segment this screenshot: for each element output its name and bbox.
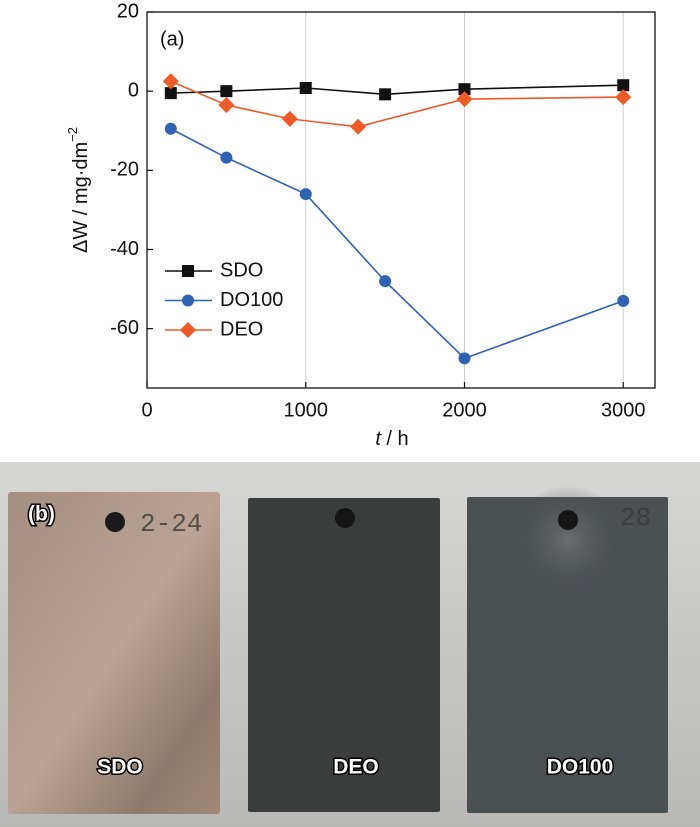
caption: DO100 bbox=[547, 756, 614, 779]
y-tick-label: -20 bbox=[110, 159, 139, 181]
x-axis-label: t / h bbox=[375, 428, 408, 450]
y-tick-label: -60 bbox=[110, 317, 139, 339]
sample-sdo bbox=[8, 492, 220, 814]
marker bbox=[456, 91, 473, 108]
marker bbox=[299, 81, 312, 94]
panel-label: (b) bbox=[28, 503, 55, 526]
chart: 0 1000 2000 3000 -60 -40 -20 0 20 (a) t / h ΔW / mg… bbox=[65, 0, 656, 450]
marker bbox=[164, 122, 177, 135]
legend-label: DO100 bbox=[220, 289, 283, 311]
caption: SDO bbox=[97, 756, 143, 779]
engraving: 28 bbox=[620, 503, 651, 533]
sample-do100 bbox=[467, 497, 668, 813]
y-axis-label: ΔW / mg·dm−2 bbox=[65, 127, 92, 253]
hole bbox=[335, 508, 355, 528]
marker bbox=[220, 85, 233, 98]
marker bbox=[220, 151, 233, 164]
hole bbox=[105, 512, 125, 532]
x-tick-label: 2000 bbox=[442, 399, 487, 421]
legend-marker bbox=[180, 322, 196, 338]
y-axis-text: ΔW / mg·dm bbox=[70, 142, 92, 253]
photo: 2-24 28 (b) SDO DEO DO100 bbox=[0, 462, 700, 827]
marker bbox=[162, 73, 179, 90]
marker bbox=[615, 89, 632, 106]
legend-label: DEO bbox=[220, 318, 263, 340]
sample-deo bbox=[248, 498, 440, 812]
marker bbox=[299, 188, 312, 201]
y-axis-superscript: −2 bbox=[65, 127, 80, 142]
marker bbox=[458, 83, 471, 96]
y-tick-label: 20 bbox=[117, 0, 139, 22]
marker bbox=[281, 110, 298, 127]
panel-label: (a) bbox=[160, 28, 184, 50]
marker bbox=[617, 294, 630, 307]
x-axis-unit: / h bbox=[381, 428, 409, 450]
legend-marker bbox=[182, 265, 194, 277]
series-line bbox=[170, 80, 624, 128]
y-tick-label: 0 bbox=[128, 79, 139, 101]
series-line bbox=[170, 128, 624, 360]
plot-frame bbox=[146, 11, 656, 389]
legend-marker bbox=[182, 294, 194, 307]
marker bbox=[350, 118, 367, 135]
marker bbox=[218, 97, 235, 114]
y-tick-label: -40 bbox=[110, 238, 139, 260]
marker bbox=[379, 88, 392, 101]
series-line bbox=[170, 84, 624, 96]
x-tick-label: 3000 bbox=[601, 399, 646, 421]
caption: DEO bbox=[333, 756, 379, 779]
hole bbox=[558, 510, 578, 530]
marker bbox=[458, 352, 471, 365]
marker bbox=[617, 79, 630, 92]
engraving: 2-24 bbox=[140, 509, 202, 539]
discoloration bbox=[513, 485, 623, 595]
x-axis-variable: t bbox=[375, 428, 382, 450]
x-tick-label: 0 bbox=[141, 399, 152, 421]
marker bbox=[164, 87, 177, 100]
legend-label: SDO bbox=[220, 259, 263, 281]
x-tick-label: 1000 bbox=[284, 399, 329, 421]
marker bbox=[379, 275, 392, 288]
